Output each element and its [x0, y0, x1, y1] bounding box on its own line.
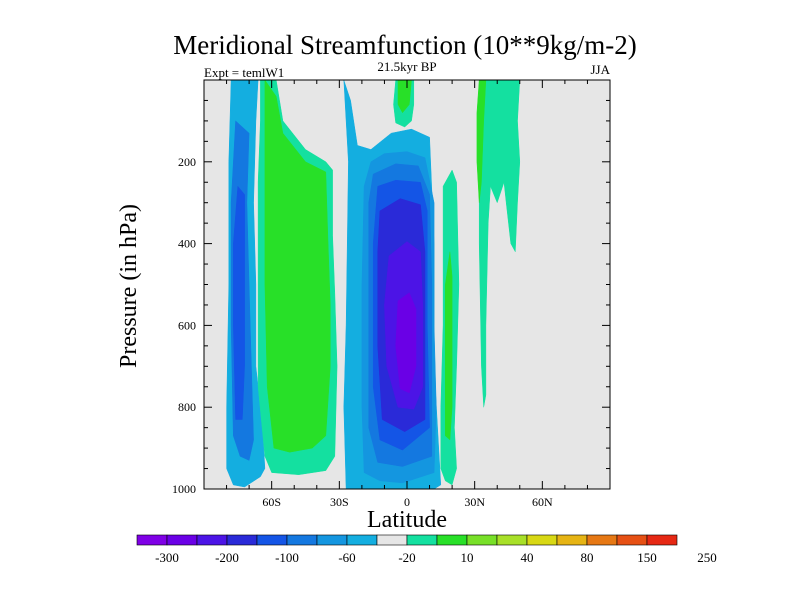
contour-sh-ferrel-core	[264, 79, 331, 453]
contour-sh-cell-inner	[233, 186, 245, 420]
x-tick-label: 60S	[262, 495, 281, 509]
x-axis-label: Latitude	[367, 507, 447, 533]
y-tick-label: 400	[178, 237, 196, 251]
colorbar-label: 10	[461, 550, 474, 565]
colorbar-swatch	[406, 534, 438, 546]
x-tick-label: 0	[404, 495, 410, 509]
colorbar-swatch	[286, 534, 318, 546]
experiment-label: Expt = temlW1	[204, 65, 284, 80]
colorbar-swatch	[136, 534, 168, 546]
season-label: JJA	[590, 62, 610, 77]
contour-hadley-core	[395, 292, 417, 394]
colorbar-swatch	[526, 534, 558, 546]
colorbar-swatch	[586, 534, 618, 546]
colorbar-label: 40	[521, 550, 534, 565]
contour-nh-cell-core	[445, 251, 453, 441]
colorbar-label: -100	[275, 550, 299, 565]
colorbar-swatch	[256, 534, 288, 546]
x-tick-label: 30N	[464, 495, 485, 509]
colorbar-swatch	[226, 534, 258, 546]
colorbar-swatch	[166, 534, 198, 546]
colorbar-swatch	[466, 534, 498, 546]
axis-layer: 60S 30S 0 30N 60N 200 400 600 800 1000	[172, 80, 610, 509]
chart-title: Meridional Streamfunction (10**9kg/m-2)	[173, 30, 636, 60]
y-tick-label: 600	[178, 318, 196, 332]
colorbar-swatch	[346, 534, 378, 546]
colorbar-swatch	[316, 534, 348, 546]
colorbar-swatch	[436, 534, 468, 546]
colorbar-swatch	[196, 534, 228, 546]
colorbar-label: -200	[215, 550, 239, 565]
colorbar-swatch	[496, 534, 528, 546]
colorbar-swatch	[556, 534, 588, 546]
colorbar-swatch	[376, 534, 408, 546]
colorbar-label: -60	[338, 550, 355, 565]
colorbar-swatch	[646, 534, 678, 546]
y-tick-label: 1000	[172, 482, 196, 496]
contour-nh-top-core	[476, 79, 487, 203]
x-tick-label: 60N	[532, 495, 553, 509]
x-tick-label: 30S	[330, 495, 349, 509]
contour-nh-top-band	[478, 79, 521, 408]
contour-layer	[226, 79, 521, 490]
colorbar-label: 250	[697, 550, 717, 565]
period-label: 21.5kyr BP	[377, 59, 436, 74]
colorbar-label: 150	[637, 550, 657, 565]
colorbar-label: -20	[398, 550, 415, 565]
colorbar-swatch	[616, 534, 648, 546]
y-axis-label: Pressure (in hPa)	[116, 204, 142, 368]
colorbar: -300 -200 -100 -60 -20 10 40 80 150 250	[136, 534, 717, 565]
colorbar-label: -300	[155, 550, 179, 565]
y-tick-label: 800	[178, 400, 196, 414]
y-tick-label: 200	[178, 155, 196, 169]
colorbar-label: 80	[581, 550, 594, 565]
